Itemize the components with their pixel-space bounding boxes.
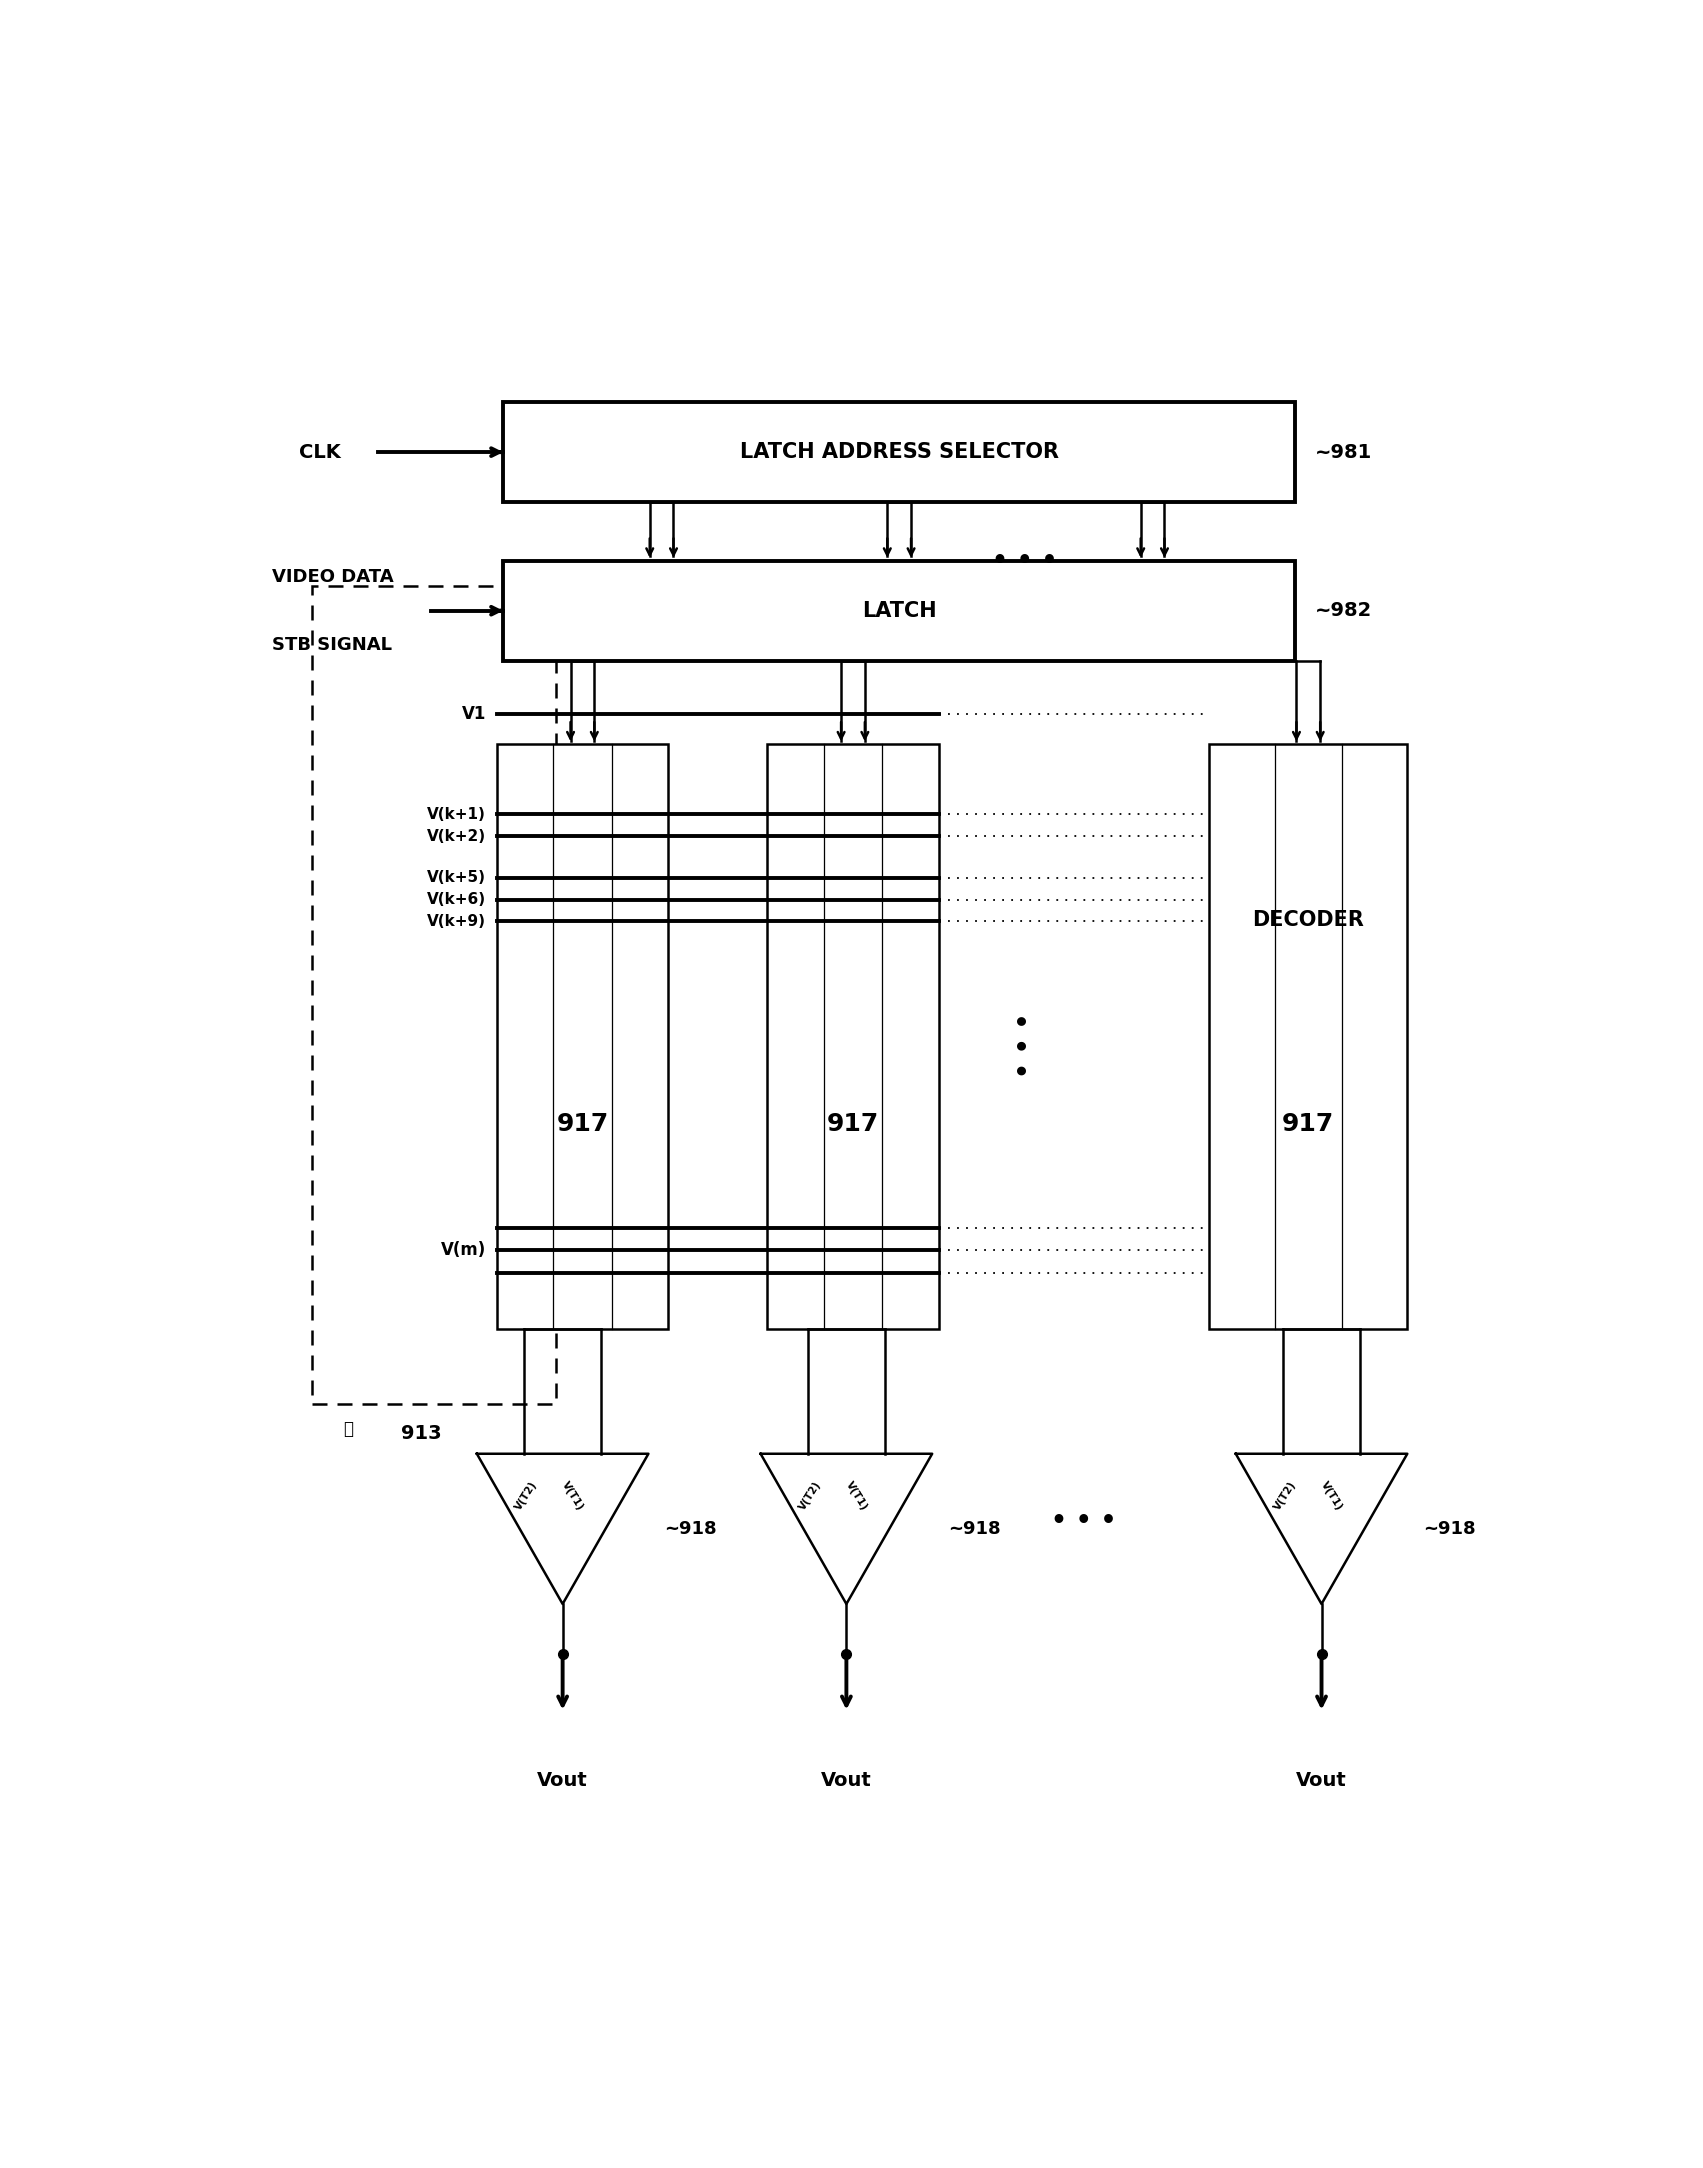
Text: V(T2): V(T2) <box>797 1479 823 1511</box>
Text: • • •: • • • <box>1051 1509 1117 1533</box>
Text: V(T2): V(T2) <box>514 1479 540 1511</box>
Text: 〈: 〈 <box>344 1420 354 1437</box>
Text: Vout: Vout <box>536 1771 588 1791</box>
Bar <box>504 562 1294 661</box>
Text: ~981: ~981 <box>1315 442 1373 462</box>
Bar <box>497 744 668 1329</box>
Text: 917: 917 <box>828 1112 879 1136</box>
Bar <box>504 401 1294 503</box>
Polygon shape <box>1236 1455 1407 1604</box>
Text: V(k+9): V(k+9) <box>427 913 485 928</box>
Text: CLK: CLK <box>298 442 341 462</box>
Text: LATCH: LATCH <box>862 601 937 620</box>
Text: DECODER: DECODER <box>1252 911 1364 930</box>
Text: V(m): V(m) <box>441 1240 485 1260</box>
Text: 917: 917 <box>1282 1112 1335 1136</box>
Text: LATCH ADDRESS SELECTOR: LATCH ADDRESS SELECTOR <box>739 442 1059 462</box>
Text: V(T1): V(T1) <box>560 1479 586 1511</box>
Text: V(k+2): V(k+2) <box>427 828 485 843</box>
Text: Vout: Vout <box>821 1771 872 1791</box>
Text: V1: V1 <box>462 705 485 724</box>
Text: STB SIGNAL: STB SIGNAL <box>272 635 392 655</box>
Text: ~918: ~918 <box>664 1520 717 1537</box>
Text: Vout: Vout <box>1296 1771 1347 1791</box>
Text: V(T1): V(T1) <box>845 1479 870 1511</box>
Text: VIDEO DATA: VIDEO DATA <box>272 568 393 585</box>
Bar <box>1209 744 1407 1329</box>
Text: • • •: • • • <box>1013 1012 1037 1077</box>
Bar <box>312 585 555 1403</box>
Text: 917: 917 <box>557 1112 608 1136</box>
Text: ~982: ~982 <box>1315 601 1373 620</box>
Text: V(T2): V(T2) <box>1272 1479 1298 1511</box>
Text: • • •: • • • <box>991 549 1058 572</box>
Text: V(k+5): V(k+5) <box>427 869 485 885</box>
Bar <box>766 744 938 1329</box>
Text: ~918: ~918 <box>949 1520 1001 1537</box>
Text: V(k+6): V(k+6) <box>427 891 485 906</box>
Polygon shape <box>761 1455 932 1604</box>
Polygon shape <box>477 1455 649 1604</box>
Text: ~918: ~918 <box>1424 1520 1477 1537</box>
Text: V(k+1): V(k+1) <box>427 806 485 822</box>
Text: 913: 913 <box>402 1424 443 1442</box>
Text: V(T1): V(T1) <box>1320 1479 1345 1511</box>
